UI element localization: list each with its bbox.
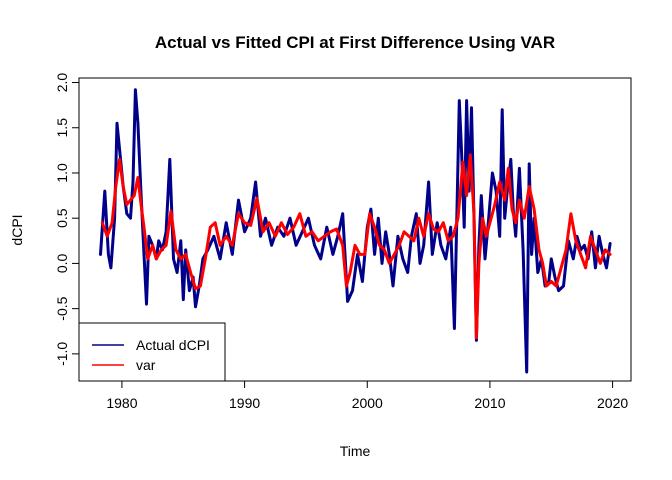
series-line-var [100, 153, 612, 340]
x-axis: 1980 1990 2000 2010 2020 [106, 380, 628, 411]
chart-title: Actual vs Fitted CPI at First Difference… [155, 33, 555, 52]
y-tick-label: -1.0 [54, 342, 70, 366]
x-tick-label: 2000 [352, 395, 383, 411]
legend-box [78, 322, 226, 382]
legend-label-actual: Actual dCPI [136, 337, 210, 353]
x-tick-label: 2020 [597, 395, 628, 411]
x-tick-label: 1990 [229, 395, 260, 411]
y-axis-label: dCPI [9, 214, 25, 245]
x-tick-label: 2010 [474, 395, 505, 411]
legend-label-var: var [136, 357, 156, 373]
legend: Actual dCPI var [78, 322, 226, 382]
y-tick-label: 2.0 [54, 73, 70, 93]
y-axis: -1.0 -0.5 0.0 0.5 1.0 1.5 2.0 [54, 73, 80, 366]
series-layer [99, 88, 612, 374]
y-tick-label: 0.0 [54, 253, 70, 273]
y-tick-label: 1.5 [54, 118, 70, 138]
x-tick-label: 1980 [106, 395, 137, 411]
y-tick-label: 0.5 [54, 208, 70, 228]
x-axis-label: Time [340, 443, 371, 459]
y-tick-label: 1.0 [54, 163, 70, 183]
y-tick-label: -0.5 [54, 296, 70, 320]
